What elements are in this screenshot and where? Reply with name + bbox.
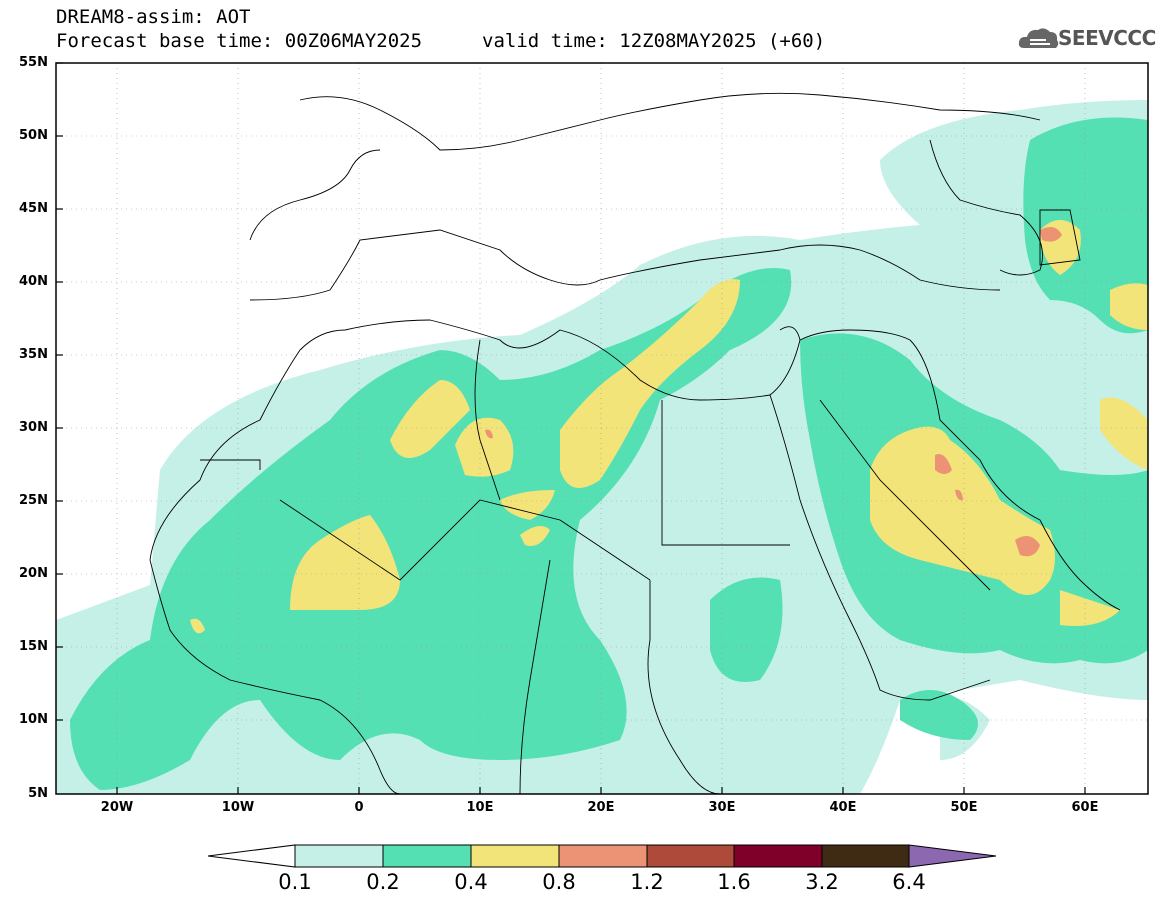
aot-contour-region [870,426,1055,595]
colorbar [207,844,997,868]
aot-contour-region [1040,226,1062,242]
base-time: Forecast base time: 00Z06MAY2025 [56,30,423,52]
colorbar-label: 1.6 [717,870,751,894]
lat-label: 25N [19,493,48,508]
aot-contour-region [935,454,952,474]
lat-label: 15N [19,639,48,654]
aot-contour-region [290,515,400,610]
aot-contour-region [1023,117,1148,334]
colorbar-low-arrow [207,844,296,868]
colorbar-label: 6.4 [892,870,926,894]
cloud-icon [1018,28,1059,48]
aot-contour-region [390,380,470,458]
colorbar-bin [558,844,648,868]
colorbar-bin [294,844,384,868]
aot-contour-region [485,429,493,439]
aot-contour-region [1110,283,1148,330]
colorbar-bin [470,844,560,868]
lon-label: 30E [708,800,736,815]
colorbar-bin [821,844,910,868]
valid-time: valid time: 12Z08MAY2025 (+60) [482,30,826,52]
aot-contour-region [710,577,783,682]
lat-label: 40N [19,274,48,289]
aot-contour-region [1100,397,1148,470]
lat-label: 30N [19,420,48,435]
aot-contour-region [955,489,963,501]
aot-contour-region [560,279,740,488]
lon-label: 40E [829,800,857,815]
lon-label: 20E [587,800,615,815]
aot-field [56,100,1148,794]
colorbar-high-arrow [908,844,997,868]
coastlines [149,92,1121,794]
colorbar-bin [733,844,823,868]
lat-label: 5N [28,786,48,801]
aot-contour-region [900,690,978,740]
lon-label: 20W [100,800,134,815]
chart-title: DREAM8-assim: AOT [56,6,251,28]
colorbar-label: 1.2 [630,870,664,894]
aot-contour-region [1015,536,1040,557]
colorbar-label: 0.1 [278,870,312,894]
aot-contour-region [455,417,514,477]
lon-label: 60E [1071,800,1099,815]
colorbar-bin [382,844,472,868]
colorbar-label: 0.4 [454,870,488,894]
colorbar-label: 3.2 [805,870,839,894]
lon-label: 10W [221,800,255,815]
aot-contour-region [520,526,550,546]
lon-label: 10E [466,800,494,815]
lat-label: 55N [19,55,48,70]
lat-label: 20N [19,566,48,581]
lon-label: 50E [950,800,978,815]
lat-label: 10N [19,712,48,727]
lon-label: 0 [354,800,364,815]
aot-contour-region [500,490,555,520]
aot-contour-region [190,618,205,634]
lat-label: 50N [19,128,48,143]
logo-text: SEEVCCC [1058,26,1156,50]
graticule [56,63,1148,794]
lat-label: 35N [19,347,48,362]
aot-contour-region [1060,590,1120,626]
colorbar-bin [646,844,735,868]
colorbar-label: 0.8 [542,870,576,894]
colorbar-label: 0.2 [366,870,400,894]
lat-label: 45N [19,201,48,216]
